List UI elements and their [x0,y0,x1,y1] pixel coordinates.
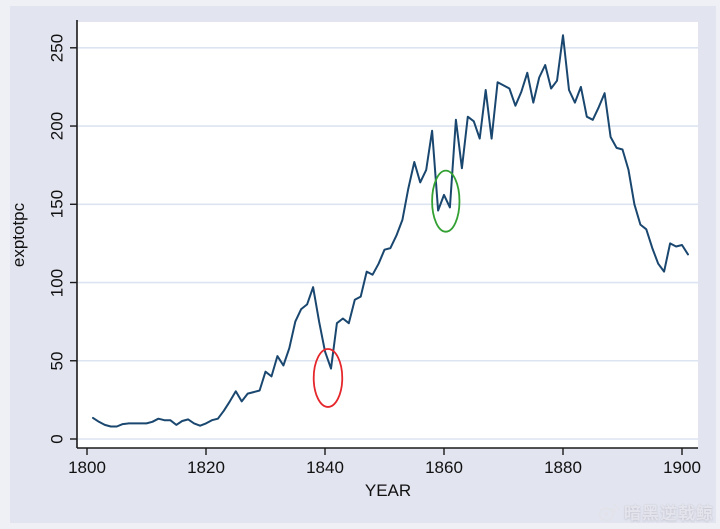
y-tick-label: 0 [47,434,67,444]
y-tick-label: 200 [47,111,67,141]
x-tick-label: 1840 [306,458,344,477]
x-axis-title: YEAR [364,481,412,500]
weibo-icon [598,502,620,521]
y-tick-label: 150 [47,190,67,219]
x-tick-label: 1860 [425,458,463,477]
x-tick-label: 1900 [663,458,701,477]
watermark: 暗黑逆戟鲸 [598,499,714,524]
y-axis-title: exptotpc [9,202,28,268]
x-tick-label: 1820 [187,458,225,477]
y-tick-label: 100 [47,268,67,297]
x-tick-label: 1880 [544,458,582,477]
plot-area [77,22,698,448]
y-tick-label: 50 [47,351,67,371]
watermark-text: 暗黑逆戟鲸 [624,504,714,523]
y-tick-label: 250 [47,33,67,63]
x-tick-label: 1800 [68,458,106,477]
